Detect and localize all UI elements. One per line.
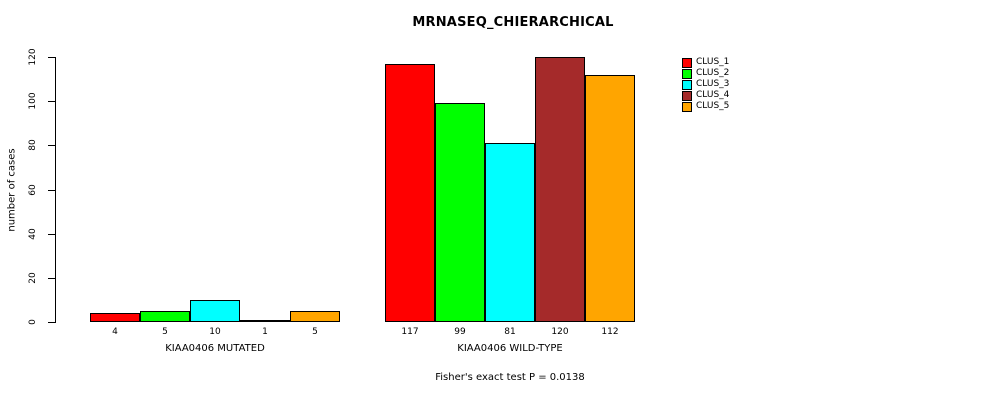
y-axis-tick-label: 120 bbox=[28, 48, 38, 66]
bar-value-label: 5 bbox=[162, 327, 168, 337]
bar-value-label: 112 bbox=[601, 327, 619, 337]
group-label-wild-type: KIAA0406 WILD-TYPE bbox=[457, 343, 563, 354]
y-axis-tick-label: 60 bbox=[28, 184, 38, 196]
bar-value-label: 120 bbox=[551, 327, 569, 337]
bar-value-label: 99 bbox=[454, 327, 466, 337]
bar-value-label: 5 bbox=[312, 327, 318, 337]
legend-item-clus_2: CLUS_2 bbox=[682, 68, 729, 79]
y-axis-tick bbox=[48, 278, 55, 279]
y-axis-tick-label: 0 bbox=[28, 319, 38, 325]
bar-value-label: 4 bbox=[112, 327, 118, 337]
bar-mutated-clus_4 bbox=[240, 320, 290, 322]
fisher-test-annotation: Fisher's exact test P = 0.0138 bbox=[435, 372, 585, 383]
bar-mutated-clus_1 bbox=[90, 313, 140, 322]
legend-label: CLUS_2 bbox=[696, 68, 730, 78]
bar-wild-type-clus_4 bbox=[535, 57, 585, 322]
group-label-mutated: KIAA0406 MUTATED bbox=[165, 343, 265, 354]
legend-item-clus_1: CLUS_1 bbox=[682, 57, 729, 68]
bar-value-label: 1 bbox=[262, 327, 268, 337]
y-axis-tick-label: 20 bbox=[28, 272, 38, 284]
legend-swatch-clus_5 bbox=[682, 101, 692, 112]
bar-mutated-clus_2 bbox=[140, 311, 190, 322]
bar-value-label: 117 bbox=[401, 327, 419, 337]
y-axis-tick bbox=[48, 190, 55, 191]
y-axis-tick-label: 100 bbox=[28, 92, 38, 110]
y-axis-tick bbox=[48, 57, 55, 58]
legend-swatch-clus_1 bbox=[682, 57, 692, 68]
legend-swatch-clus_2 bbox=[682, 68, 692, 79]
bar-wild-type-clus_3 bbox=[485, 143, 535, 322]
chart-title: MRNASEQ_CHIERARCHICAL bbox=[412, 15, 614, 30]
legend-item-clus_3: CLUS_3 bbox=[682, 79, 729, 90]
legend-swatch-clus_3 bbox=[682, 79, 692, 90]
bar-wild-type-clus_2 bbox=[435, 103, 485, 322]
legend-item-clus_5: CLUS_5 bbox=[682, 101, 729, 112]
bar-wild-type-clus_1 bbox=[385, 64, 435, 322]
bar-wild-type-clus_5 bbox=[585, 75, 635, 322]
legend-label: CLUS_5 bbox=[696, 101, 730, 111]
legend: CLUS_1 CLUS_2 CLUS_3 CLUS_4 CLUS_5 bbox=[682, 57, 729, 112]
legend-label: CLUS_1 bbox=[696, 57, 730, 67]
y-axis-tick bbox=[48, 234, 55, 235]
bar-value-label: 10 bbox=[209, 327, 221, 337]
legend-label: CLUS_3 bbox=[696, 79, 730, 89]
bar-value-label: 81 bbox=[504, 327, 516, 337]
legend-label: CLUS_4 bbox=[696, 90, 730, 100]
legend-item-clus_4: CLUS_4 bbox=[682, 90, 729, 101]
bar-mutated-clus_3 bbox=[190, 300, 240, 322]
y-axis-tick-label: 80 bbox=[28, 139, 38, 151]
bar-mutated-clus_5 bbox=[290, 311, 340, 322]
y-axis-title: number of cases bbox=[6, 148, 18, 232]
y-axis-tick bbox=[48, 145, 55, 146]
legend-swatch-clus_4 bbox=[682, 90, 692, 101]
y-axis-tick bbox=[48, 322, 55, 323]
y-axis-line bbox=[55, 57, 56, 323]
y-axis-tick-label: 40 bbox=[28, 228, 38, 240]
y-axis-tick bbox=[48, 101, 55, 102]
